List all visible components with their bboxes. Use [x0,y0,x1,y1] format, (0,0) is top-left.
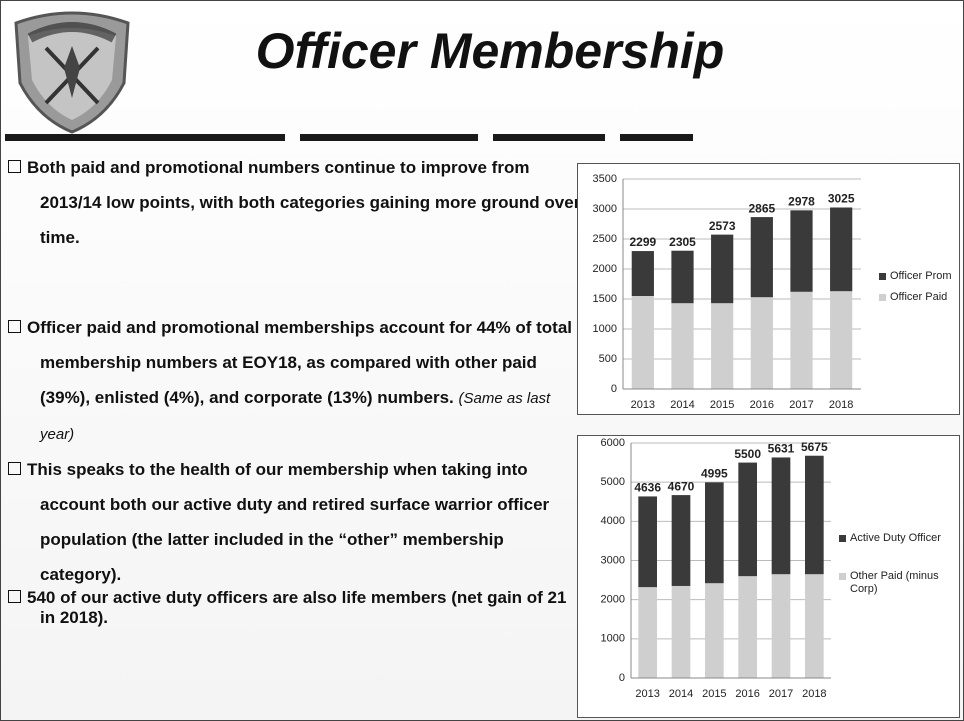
bar-segment [738,576,757,678]
bar-segment [711,303,734,389]
x-tick-label: 2016 [735,688,759,700]
x-tick-label: 2017 [789,399,813,411]
total-label: 5675 [801,440,828,454]
total-label: 4636 [634,481,661,495]
bar-segment [805,574,824,678]
bar-segment [738,462,757,577]
bullet-text: 540 of our active duty officers are also… [27,588,567,627]
chart-panel: 0 1000 2000 3000 4000 5000 6000 4636 2013 4670 201… [577,435,960,718]
bullet-box [8,590,21,603]
bullet: This speaks to the health of our members… [8,452,583,592]
legend-entry: Other Paid (minus Corp) [839,570,950,596]
bar-segment [790,291,813,389]
y-tick-label: 3500 [593,173,617,185]
rule [5,134,285,141]
bar-segment [771,457,791,575]
bullet: Both paid and promotional numbers contin… [8,150,583,255]
total-label: 2299 [629,235,656,249]
bar-segment [790,210,813,292]
legend-swatch [879,273,886,280]
bullet-box [8,160,21,173]
bullet-text: Both paid and promotional numbers contin… [27,158,581,247]
y-tick-label: 5000 [601,476,625,488]
bar-segment [631,251,654,296]
legend-swatch [879,294,886,301]
y-tick-label: 1500 [593,293,617,305]
legend-entry: Officer Prom [879,270,960,283]
y-tick-label: 2000 [593,263,617,275]
legend-label: Other Paid (minus Corp) [850,570,939,595]
x-tick-label: 2013 [635,688,659,700]
total-label: 3025 [828,192,855,206]
total-label: 2978 [788,194,815,208]
legend-swatch [839,535,846,542]
y-tick-label: 6000 [601,437,625,449]
bar-segment [705,583,724,678]
y-tick-label: 2500 [593,233,617,245]
bullet: Officer paid and promotional memberships… [8,310,583,452]
bullet-text: Officer paid and promotional memberships… [27,318,573,407]
x-tick-label: 2017 [769,688,793,700]
bar-segment [671,585,691,678]
bar-segment [830,207,853,292]
bar-segment [671,495,691,586]
bar-segment [631,296,654,389]
bar-segment [671,303,694,389]
rule [300,134,478,141]
bar-segment [771,574,791,678]
logo [14,11,130,134]
legend-entry: Officer Paid [879,291,960,304]
bullet-box [8,462,21,475]
total-label: 2305 [669,235,696,249]
bar-segment [638,496,657,588]
y-tick-label: 3000 [601,554,625,566]
bullet-text: This speaks to the health of our members… [27,460,550,584]
legend-label: Officer Prom [890,270,952,282]
total-label: 5500 [734,447,761,461]
x-tick-label: 2013 [631,399,655,411]
x-tick-label: 2018 [829,399,853,411]
rule [620,134,693,141]
legend-swatch [839,573,846,580]
legend-label: Active Duty Officer [850,532,941,544]
total-label: 2573 [709,219,736,233]
bar-segment [638,587,657,678]
y-tick-label: 2000 [601,594,625,606]
bar-segment [830,291,853,389]
rule [493,134,605,141]
total-label: 2865 [748,201,775,215]
x-tick-label: 2015 [710,399,734,411]
legend-entry: Active Duty Officer [839,532,950,545]
total-label: 4995 [701,467,728,481]
y-tick-label: 0 [611,383,617,395]
chart: 0 1000 2000 3000 4000 5000 6000 4636 2013 4670 201… [601,437,831,700]
x-tick-label: 2015 [702,688,726,700]
bar-segment [705,482,724,584]
bar-segment [750,217,773,298]
y-tick-label: 1000 [601,633,625,645]
bullet-box [8,320,21,333]
y-tick-label: 0 [619,672,625,684]
y-tick-label: 3000 [593,203,617,215]
bar-segment [750,297,773,389]
y-tick-label: 1000 [593,323,617,335]
bar-segment [711,234,734,304]
x-tick-label: 2014 [669,688,693,700]
bullet-note: (Same as last year) [40,390,551,443]
bar-segment [805,455,824,575]
total-label: 5631 [768,442,795,456]
x-tick-label: 2014 [670,399,694,411]
chart-panel: 0 500 1000 1500 2000 2500 3000 3500 2299 2013 2305… [577,163,960,415]
chart: 0 500 1000 1500 2000 2500 3000 3500 2299 2013 2305… [593,173,861,411]
x-tick-label: 2018 [802,688,826,700]
x-tick-label: 2016 [750,399,774,411]
legend-label: Officer Paid [890,291,948,303]
total-label: 4670 [668,479,695,493]
bar-segment [671,250,694,304]
y-tick-label: 500 [599,353,617,365]
slide-title: Officer Membership [255,23,725,79]
y-tick-label: 4000 [601,515,625,527]
bullet: 540 of our active duty officers are also… [8,588,583,628]
